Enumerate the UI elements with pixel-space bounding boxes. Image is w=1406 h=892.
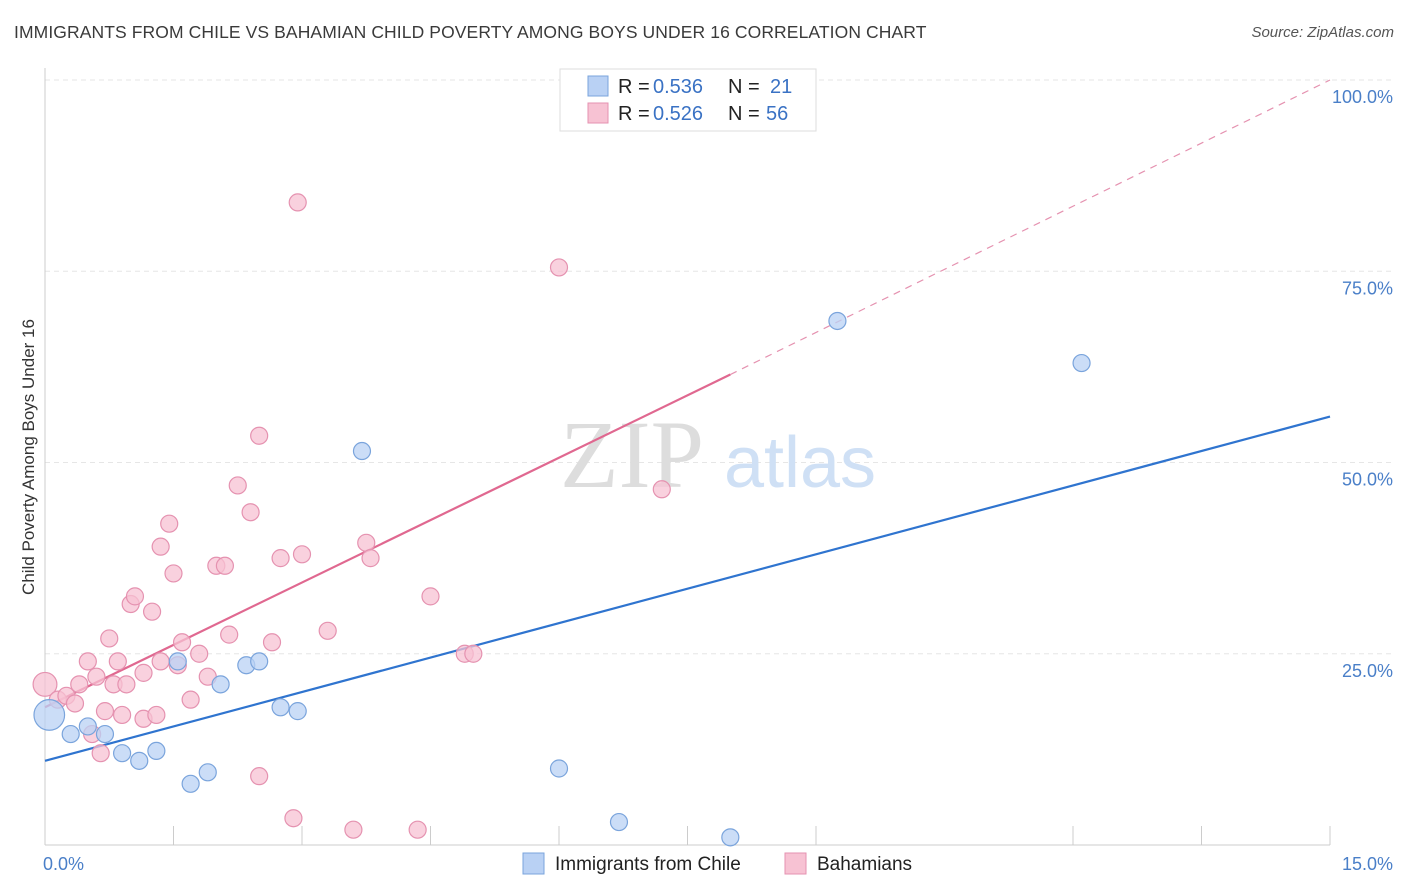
bahamians-point-51	[652, 480, 671, 499]
tick-labels: 25.0% 50.0% 75.0% 100.0% 0.0% 15.0%	[43, 87, 1393, 874]
chart-title: IMMIGRANTS FROM CHILE VS BAHAMIAN CHILD …	[14, 22, 927, 42]
chile-point-7	[168, 652, 187, 671]
watermark: ZIP atlas	[560, 401, 876, 508]
bahamians-point-14	[117, 675, 136, 694]
bahamians-point-26	[172, 633, 192, 652]
bahamians-point-49	[464, 644, 483, 663]
bottom-legend-swatch-chile	[522, 852, 545, 875]
bahamians-point-10	[100, 629, 119, 648]
bahamians-point-8	[91, 744, 110, 763]
bahamians-point-28	[190, 644, 209, 663]
bahamians-point-32	[220, 625, 239, 644]
y-tick-label-1: 50.0%	[1342, 470, 1393, 490]
bahamians-point-7	[87, 667, 106, 686]
chile-point-12	[250, 652, 269, 671]
bahamians-point-4	[70, 675, 89, 694]
y-tick-label-3: 100.0%	[1332, 87, 1393, 107]
bahamians-point-39	[284, 809, 303, 828]
correlation-legend: R = 0.536 N = 21 R = 0.526 N = 56	[559, 68, 817, 132]
bahamians-point-46	[408, 820, 427, 839]
gridlines	[45, 79, 1392, 655]
y-axis-title: Child Poverty Among Boys Under 16	[19, 319, 38, 595]
legend-n-label-chile: N =	[728, 76, 760, 98]
bahamians-point-23	[160, 514, 179, 533]
watermark-atlas: atlas	[724, 423, 876, 503]
bahamians-point-9	[95, 702, 115, 721]
bahamians-point-41	[292, 545, 312, 564]
chile-point-8	[181, 774, 200, 793]
bottom-legend-label-bahamians: Bahamians	[817, 854, 912, 875]
y-tick-label-2: 75.0%	[1342, 278, 1393, 298]
source-credit: Source: ZipAtlas.com	[1251, 24, 1394, 41]
trend-line-chile	[44, 415, 1331, 762]
bottom-legend-label-chile: Immigrants from Chile	[555, 854, 741, 875]
legend-n-value-chile: 21	[770, 76, 792, 98]
chile-point-20	[1072, 353, 1091, 373]
bahamians-point-33	[228, 476, 247, 495]
trend-lines	[44, 79, 1331, 762]
bahamians-point-24	[164, 564, 183, 583]
bahamians-point-27	[181, 690, 200, 709]
chile-point-15	[352, 441, 372, 461]
bahamians-point-44	[357, 533, 376, 552]
chile-point-9	[198, 763, 217, 782]
chile-point-1	[61, 724, 80, 744]
chile-point-17	[609, 812, 629, 832]
bahamians-point-20	[147, 705, 166, 725]
chile-point-13	[271, 698, 290, 717]
chile-point-10	[211, 675, 230, 694]
bahamians-point-37	[262, 633, 282, 652]
series-legend: Immigrants from Chile Bahamians	[522, 852, 912, 875]
bottom-legend-swatch-bahamians	[784, 852, 807, 875]
bahamians-point-40	[288, 193, 307, 212]
legend-r-value-chile: 0.536	[653, 76, 703, 98]
legend-n-value-bahamians: 56	[766, 103, 788, 125]
chile-point-18	[721, 828, 740, 847]
chile-point-14	[288, 702, 307, 721]
bahamians-point-13	[112, 705, 132, 725]
x-tick-label-1: 15.0%	[1342, 854, 1393, 874]
bahamians-point-35	[250, 767, 269, 786]
legend-r-label-chile: R =	[618, 76, 650, 98]
chile-point-0	[33, 699, 66, 731]
bahamians-point-3	[65, 694, 85, 713]
bahamians-point-42	[318, 621, 337, 640]
bahamians-point-18	[134, 663, 153, 682]
legend-r-label-bahamians: R =	[618, 103, 650, 125]
chile-point-19	[828, 311, 847, 331]
bahamians-point-0	[32, 671, 58, 697]
bahamians-point-47	[421, 587, 440, 606]
bahamians-point-38	[271, 549, 290, 568]
bahamians-point-16	[125, 587, 145, 606]
bahamians-point-31	[215, 556, 234, 575]
trend-line-bahamians	[44, 373, 731, 709]
bahamians-point-43	[344, 820, 363, 839]
bahamians-point-12	[108, 652, 127, 671]
chile-points	[33, 311, 1091, 847]
chile-point-16	[549, 759, 569, 778]
bahamians-point-50	[549, 258, 569, 277]
bahamians-points	[32, 193, 671, 839]
bahamians-point-19	[142, 602, 162, 621]
x-tick-label-0: 0.0%	[43, 854, 84, 874]
legend-swatch-bahamians	[587, 102, 609, 124]
y-tick-label-0: 25.0%	[1342, 661, 1393, 681]
bahamians-point-21	[151, 652, 170, 671]
bahamians-point-5	[78, 652, 97, 671]
bahamians-point-34	[241, 503, 260, 522]
legend-n-label-bahamians: N =	[728, 103, 760, 125]
legend-r-value-bahamians: 0.526	[653, 103, 703, 125]
watermark-zip: ZIP	[560, 401, 704, 508]
chile-point-6	[147, 741, 166, 761]
bahamians-point-36	[250, 426, 269, 445]
chile-point-5	[130, 751, 149, 770]
bahamians-point-22	[151, 537, 170, 556]
bahamians-point-45	[361, 549, 380, 568]
chile-point-2	[78, 717, 97, 736]
legend-swatch-chile	[587, 75, 609, 97]
chile-point-3	[95, 724, 115, 744]
chile-point-4	[112, 744, 132, 763]
trend-line-bahamians-extension	[730, 79, 1331, 376]
